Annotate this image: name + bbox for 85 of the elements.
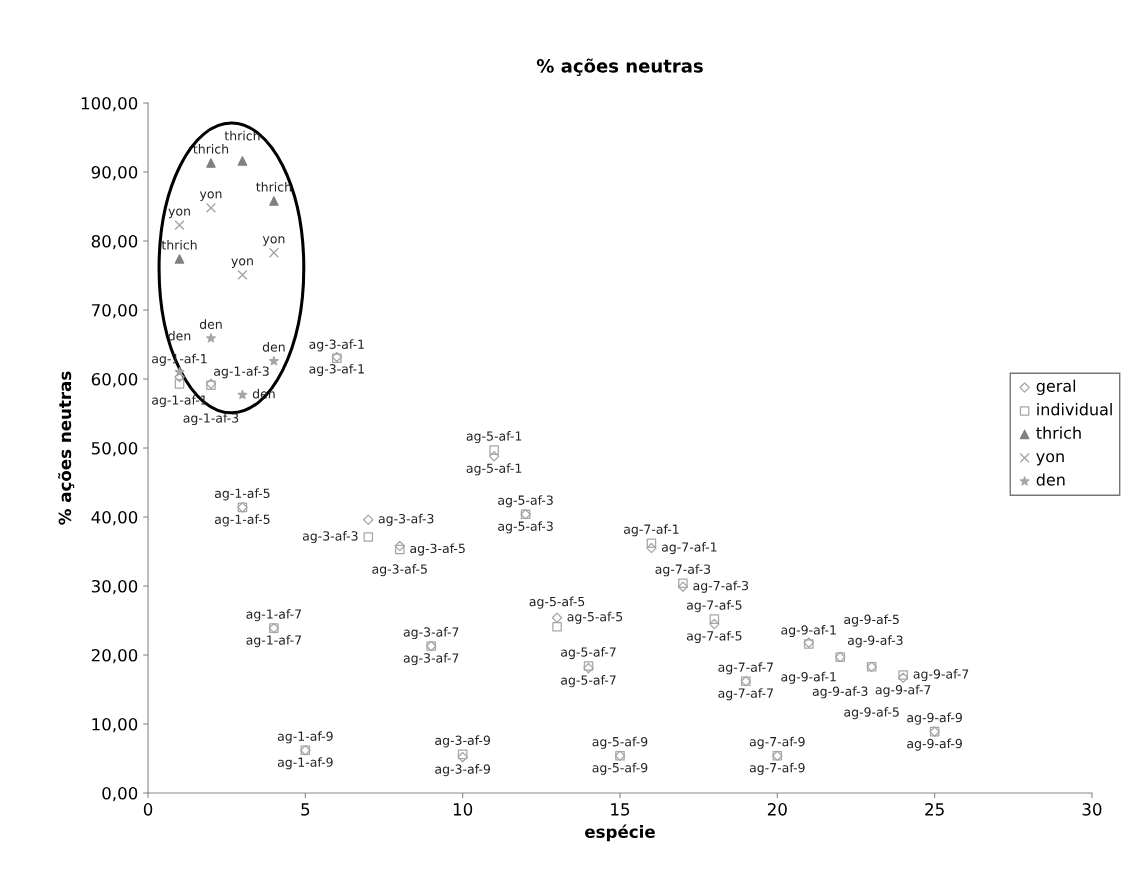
data-label: ag-5-af-9 xyxy=(592,736,648,749)
data-label: thrich xyxy=(193,144,229,154)
y-axis-title: % ações neutras xyxy=(58,371,75,525)
data-label: ag-9-af-1 xyxy=(781,624,836,638)
data-label: ag-5-af-5 xyxy=(567,611,623,624)
legend-label: yon xyxy=(1036,453,1064,466)
data-label: ag-1-af-5 xyxy=(214,514,270,527)
x-tick-label: 10 xyxy=(453,803,473,816)
data-label: ag-1-af-9 xyxy=(277,731,333,744)
data-label: thrich xyxy=(224,130,260,141)
data-label: ag-7-af-3 xyxy=(655,564,711,577)
data-label: ag-7-af-1 xyxy=(624,524,679,537)
data-label: den xyxy=(199,319,222,329)
data-label: ag-9-af-3 xyxy=(812,686,868,699)
y-tick-label: 30,00 xyxy=(91,579,138,595)
x-tick-label: 5 xyxy=(301,803,310,816)
data-label: ag-9-af-5 xyxy=(844,707,899,720)
x-axis-title: espécie xyxy=(585,824,655,842)
legend-label: geral xyxy=(1036,379,1076,396)
y-tick-label: 20,00 xyxy=(91,648,138,664)
data-label: ag-7-af-9 xyxy=(749,736,805,749)
data-label: den xyxy=(262,342,285,352)
data-label: ag-5-af-5 xyxy=(529,596,585,609)
data-label: den xyxy=(168,330,191,341)
data-label: ag-1-af-3 xyxy=(183,413,239,426)
data-label: yon xyxy=(262,236,285,246)
legend-label: den xyxy=(1036,473,1065,486)
data-label: yon xyxy=(199,191,222,201)
y-tick-label: 0,00 xyxy=(102,787,138,802)
data-label: ag-3-af-1 xyxy=(309,363,364,376)
x-tick-label: 30 xyxy=(1082,803,1102,816)
data-label: ag-9-af-7 xyxy=(875,684,931,697)
data-label: ag-1-af-9 xyxy=(277,757,333,770)
data-label: ag-7-af-3 xyxy=(693,580,749,593)
data-label: ag-9-af-9 xyxy=(907,712,962,725)
y-tick-label: 60,00 xyxy=(91,372,138,388)
data-label: ag-3-af-7 xyxy=(403,653,459,666)
data-label: ag-7-af-9 xyxy=(749,762,805,775)
x-tick-label: 0 xyxy=(143,803,153,816)
data-label: ag-3-af-3 xyxy=(378,513,434,526)
data-label: ag-9-af-3 xyxy=(847,635,903,648)
data-label: ag-5-af-1 xyxy=(466,431,522,444)
data-label: ag-1-af-5 xyxy=(214,488,270,501)
data-label: ag-1-af-7 xyxy=(246,635,302,648)
data-label: ag-3-af-3 xyxy=(302,530,358,544)
legend-label: thrich xyxy=(1036,426,1081,439)
data-label: ag-3-af-7 xyxy=(403,627,459,640)
data-label: ag-7-af-5 xyxy=(686,600,742,613)
data-label: thrich xyxy=(256,181,291,192)
data-label: ag-5-af-1 xyxy=(466,463,522,476)
data-label: ag-3-af-5 xyxy=(372,564,427,577)
legend-label: individual xyxy=(1037,403,1112,416)
data-label: ag-5-af-3 xyxy=(498,521,553,534)
data-label: ag-3-af-1 xyxy=(309,339,364,352)
y-tick-label: 80,00 xyxy=(91,234,138,250)
x-tick-label: 25 xyxy=(925,803,944,816)
data-label: ag-5-af-7 xyxy=(561,647,616,660)
y-tick-label: 90,00 xyxy=(91,165,138,181)
data-label: ag-5-af-7 xyxy=(561,675,616,688)
chart-title: % ações neutras xyxy=(536,58,703,76)
data-label: ag-9-af-1 xyxy=(781,671,836,684)
y-tick-label: 50,00 xyxy=(91,441,138,457)
data-label: yon xyxy=(231,258,253,268)
data-label: ag-7-af-5 xyxy=(686,630,742,644)
data-label: ag-5-af-9 xyxy=(592,762,648,775)
y-tick-label: 10,00 xyxy=(92,717,138,733)
y-tick-label: 100,00 xyxy=(81,96,138,112)
data-label: ag-3-af-5 xyxy=(410,543,465,556)
data-label: ag-7-af-7 xyxy=(718,662,773,675)
data-label: ag-9-af-5 xyxy=(844,614,899,627)
y-tick-label: 70,00 xyxy=(91,303,138,319)
x-tick-label: 15 xyxy=(611,803,630,816)
data-label: ag-7-af-7 xyxy=(718,688,773,701)
data-label: ag-9-af-7 xyxy=(913,668,969,682)
y-tick-label: 40,00 xyxy=(91,510,138,526)
data-label: ag-3-af-9 xyxy=(435,735,490,748)
x-tick-label: 20 xyxy=(767,803,787,816)
data-label: ag-1-af-3 xyxy=(214,366,269,379)
data-label: ag-9-af-9 xyxy=(907,738,962,751)
data-label: yon xyxy=(168,208,190,219)
data-label: thrich xyxy=(161,239,197,250)
data-label: ag-7-af-1 xyxy=(661,542,717,555)
data-label: ag-1-af-7 xyxy=(246,609,302,622)
data-label: ag-3-af-9 xyxy=(435,764,490,777)
data-label: ag-5-af-3 xyxy=(498,495,553,508)
